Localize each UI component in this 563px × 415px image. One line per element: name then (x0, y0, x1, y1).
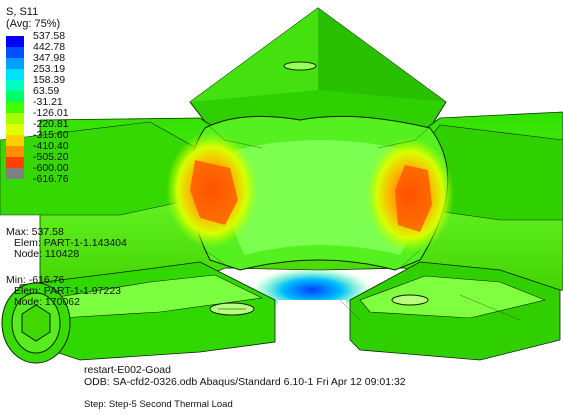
legend-label: 253.19 (33, 63, 66, 75)
bracket-right-top (359, 275, 546, 319)
dome-face (318, 8, 446, 102)
legend-swatch (6, 91, 24, 102)
hot-core-left (190, 160, 238, 225)
bolt-hole-right (391, 294, 429, 306)
hot-core-right (395, 165, 432, 232)
hex-bolt-group (1, 282, 71, 364)
legend-label: -616.76 (33, 173, 69, 185)
legend-label: -220.81 (33, 118, 69, 130)
legend-label: -505.20 (33, 151, 69, 163)
legend-swatch (6, 113, 24, 124)
min-node: Node: 170062 (14, 296, 80, 308)
legend-label: 347.98 (33, 52, 66, 64)
bottom-notch (278, 300, 346, 340)
legend-label: -126.01 (33, 107, 69, 119)
mesh-lines (199, 117, 521, 321)
legend-swatch (6, 69, 24, 80)
dome-face-left (190, 8, 318, 102)
legend-swatch (6, 47, 24, 58)
min-value: Min: -616.76 (6, 274, 65, 286)
legend-averaging: (Avg: 75%) (6, 18, 61, 30)
top-bolt-hole (283, 61, 317, 71)
legend-swatch (6, 168, 24, 179)
legend-label: 442.78 (33, 41, 66, 53)
legend-swatch (6, 124, 24, 135)
max-value: Max: 537.58 (6, 226, 64, 238)
footer-job-name: restart-E002-Goad (84, 364, 171, 376)
legend-label: -315.60 (33, 129, 69, 141)
inner-cavity-core (227, 140, 417, 255)
footer-odb-info: ODB: SA-cfd2-0326.odb Abaqus/Standard 6.… (84, 376, 406, 388)
legend-label: 537.58 (33, 30, 66, 42)
legend-variable: S, S11 (6, 6, 39, 18)
legend-label: -600.00 (33, 162, 69, 174)
min-element: Elem: PART-1-1.97223 (14, 285, 121, 297)
legend-swatch (6, 135, 24, 146)
legend-swatch (6, 157, 24, 168)
max-element: Elem: PART-1-1.143404 (14, 237, 127, 249)
legend-label: 158.39 (33, 74, 66, 86)
legend-swatch (6, 80, 24, 91)
max-node: Node: 110428 (14, 248, 80, 260)
legend-label: -31.21 (33, 96, 63, 108)
legend-swatch (6, 58, 24, 69)
footer-step-info: Step: Step-5 Second Thermal Load (84, 399, 233, 410)
legend-swatch (6, 36, 24, 47)
legend-swatch (6, 146, 24, 157)
legend-label: -410.40 (33, 140, 69, 152)
legend-swatch (6, 102, 24, 113)
legend-label: 63.59 (33, 85, 60, 97)
